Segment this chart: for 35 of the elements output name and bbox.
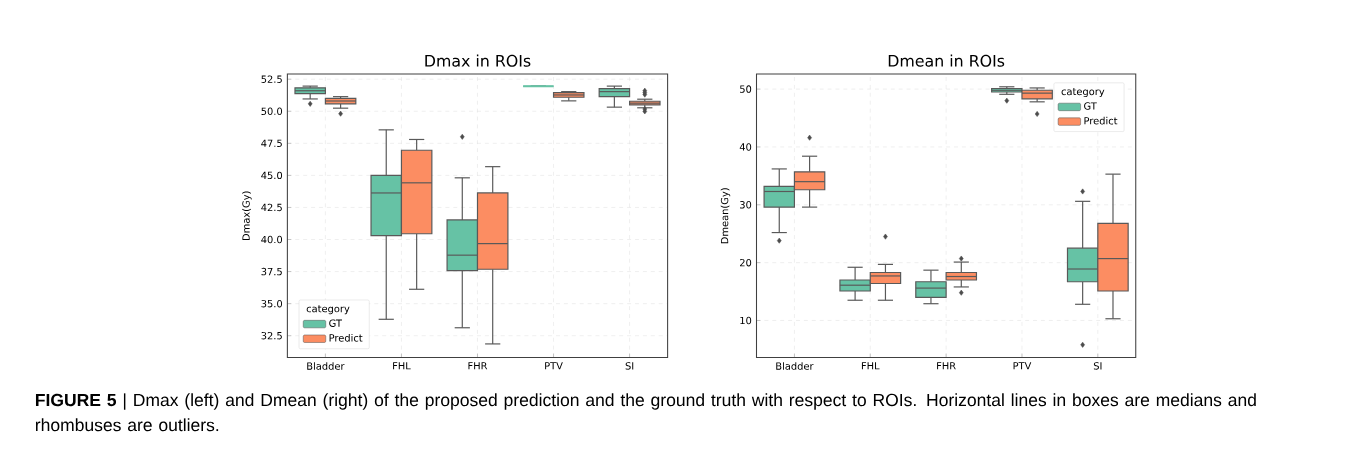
y-tick-label: 50.0 <box>261 107 283 115</box>
text: FIGURE 5 | Dmax (left) and Dmean (right) of the proposed prediction and the ground truth with respect to ROIs. Horizontal lines in boxes are medians and rhombuses are outliers. <box>35 393 1256 432</box>
x-tick-label: FHR <box>937 362 956 370</box>
y-tick-label: 20 <box>740 258 752 267</box>
y-tick-label: 35.0 <box>261 299 283 308</box>
y-tick-label: 40 <box>739 143 752 151</box>
x-tick-label: PTV <box>545 362 563 370</box>
legend-title: category <box>1061 88 1105 98</box>
y-tick-label: 30 <box>740 201 752 209</box>
x-tick-label: FHL <box>393 362 411 370</box>
legend-label: Predict <box>329 333 363 342</box>
x-tick-label: Bladder <box>776 362 814 370</box>
legend-label: GT <box>329 319 342 327</box>
legend-title: category <box>306 305 350 315</box>
x-tick-label: FHR <box>468 362 488 370</box>
chart-title: Dmean in ROIs <box>888 54 1005 67</box>
y-tick-label: 32.5 <box>261 331 282 340</box>
y-tick-label: 47.5 <box>261 139 282 147</box>
x-tick-label: SI <box>625 362 634 370</box>
x-tick-label: FHL <box>861 362 880 370</box>
y-axis-title: Dmax(Gy) <box>242 191 252 240</box>
y-tick-label: 42.5 <box>261 203 282 212</box>
legend-label: GT <box>1084 102 1097 110</box>
y-tick-label: 10 <box>740 316 752 325</box>
x-tick-label: PTV <box>1013 362 1032 370</box>
y-tick-label: 37.5 <box>261 267 282 276</box>
chart-title: Dmax in ROIs <box>425 54 531 67</box>
legend-label: Predict <box>1084 116 1118 125</box>
y-tick-label: 45.0 <box>261 171 283 180</box>
y-tick-label: 52.5 <box>261 75 282 83</box>
x-tick-label: Bladder <box>307 362 345 370</box>
x-tick-label: SI <box>1093 362 1102 370</box>
y-axis-title: Dmean(Gy) <box>720 188 731 244</box>
y-tick-label: 50 <box>740 85 752 93</box>
y-tick-label: 40.0 <box>261 235 283 244</box>
